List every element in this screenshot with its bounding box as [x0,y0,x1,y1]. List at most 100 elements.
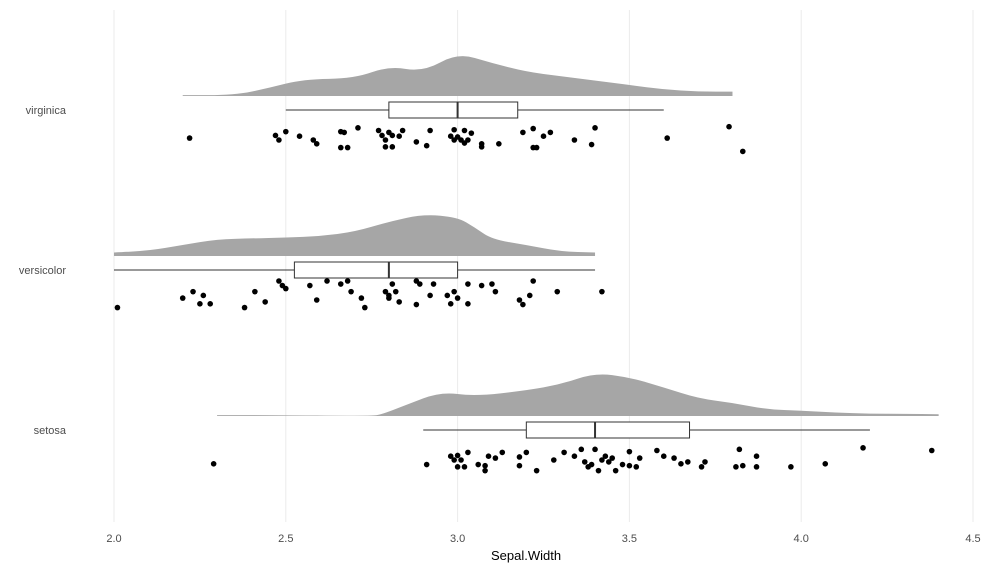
data-point-virginica [272,132,279,139]
data-point-versicolor [520,301,526,308]
data-point-versicolor [427,292,433,299]
data-point-setosa [605,459,612,465]
data-point-setosa [533,467,540,474]
density-layer [114,56,939,416]
data-point-setosa [461,464,468,470]
data-point-versicolor [114,304,121,311]
data-point-versicolor [413,301,420,308]
data-point-setosa [482,467,488,474]
data-point-setosa [609,455,616,461]
data-point-versicolor [599,288,605,295]
x-tick-label: 2.5 [278,533,293,545]
data-point-virginica [571,137,578,143]
data-point-versicolor [530,278,536,284]
data-point-versicolor [430,281,437,287]
data-point-virginica [588,141,595,148]
data-point-setosa [602,453,609,460]
data-point-virginica [520,129,526,136]
data-point-setosa [626,462,633,469]
data-point-virginica [533,144,540,151]
data-point-setosa [210,461,217,467]
data-point-virginica [547,129,554,136]
data-point-versicolor [382,288,389,295]
data-point-setosa [660,453,667,460]
boxplot-virginica [285,101,664,119]
data-point-setosa [516,462,523,469]
data-point-virginica [726,123,732,130]
data-point-virginica [283,128,289,135]
data-point-setosa [592,446,598,453]
data-point-versicolor [207,301,214,307]
data-point-versicolor [362,304,368,311]
x-tick-label: 2.0 [106,533,121,545]
boxplot-layer [114,101,870,439]
data-point-setosa [492,455,499,461]
data-point-setosa [475,461,482,468]
y-category-label: virginica [26,105,67,117]
data-point-setosa [736,446,743,453]
data-point-versicolor [344,278,351,284]
density-versicolor [114,215,596,256]
y-category-label: versicolor [19,265,66,277]
data-point-setosa [733,464,739,470]
data-point-versicolor [241,304,248,311]
data-point-versicolor [526,292,533,299]
data-point-setosa [753,464,760,470]
data-point-virginica [664,135,670,141]
y-category-label: setosa [34,425,67,437]
data-point-setosa [451,457,457,463]
data-point-setosa [447,453,454,460]
data-point-virginica [379,132,385,139]
data-point-setosa [423,461,430,468]
box-iqr [388,101,519,119]
data-point-setosa [595,467,602,474]
data-point-setosa [454,464,461,470]
data-point-versicolor [200,292,207,299]
data-point-versicolor [276,278,282,284]
data-point-versicolor [179,295,186,301]
data-point-setosa [619,461,626,468]
data-point-setosa [654,447,660,454]
data-point-versicolor [492,288,499,295]
data-point-versicolor [451,288,457,295]
data-point-setosa [698,464,705,470]
data-point-setosa [822,461,829,467]
data-point-versicolor [190,288,196,295]
data-point-versicolor [554,288,561,295]
data-point-setosa [685,459,691,465]
data-point-setosa [523,449,530,456]
data-point-versicolor [454,295,461,301]
data-point-setosa [633,464,640,470]
data-point-virginica [592,125,598,131]
data-point-virginica [337,144,344,151]
data-point-setosa [702,459,708,465]
boxplot-setosa [423,421,870,439]
data-point-versicolor [313,297,320,303]
data-point-virginica [341,129,348,136]
data-point-virginica [451,126,457,133]
data-point-setosa [581,459,588,465]
data-point-setosa [485,453,492,460]
data-point-virginica [399,127,406,134]
data-point-versicolor [197,301,203,307]
data-point-setosa [571,453,578,460]
data-point-versicolor [283,285,289,292]
density-setosa [217,374,939,416]
data-point-virginica [461,127,468,134]
points-layer [114,123,935,474]
data-point-versicolor [489,281,495,287]
data-point-versicolor [447,301,454,307]
data-point-versicolor [324,278,330,284]
data-point-versicolor [417,281,423,287]
data-point-virginica [465,137,471,143]
data-point-virginica [313,141,320,147]
boxplot-versicolor [114,261,596,279]
data-point-setosa [465,449,471,456]
data-point-versicolor [392,288,399,295]
x-tick-label: 4.5 [965,533,980,545]
data-point-versicolor [262,299,268,305]
data-point-setosa [578,446,585,453]
data-point-setosa [482,462,488,469]
data-point-setosa [588,461,595,468]
